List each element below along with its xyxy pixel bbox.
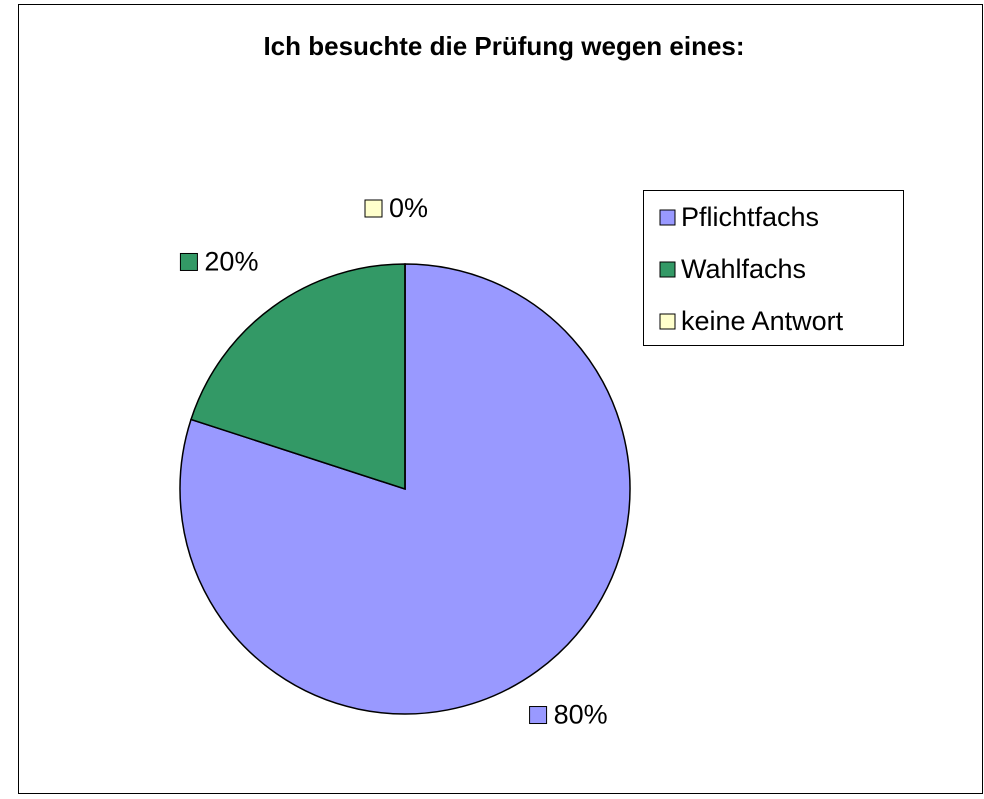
legend-key — [659, 261, 676, 278]
legend-label: Wahlfachs — [681, 254, 806, 284]
legend-key — [659, 209, 676, 226]
legend-box — [643, 190, 904, 346]
label-key — [179, 252, 198, 271]
legend-key — [659, 313, 676, 330]
label-key — [529, 706, 548, 725]
data-label: 0% — [389, 193, 428, 223]
pie-slice — [190, 263, 406, 491]
legend-label: keine Antwort — [681, 306, 844, 336]
legend-label: Pflichtfachs — [681, 202, 819, 232]
chart-title: Ich besuchte die Prüfung wegen eines: — [263, 31, 744, 61]
label-key — [364, 199, 383, 218]
data-label: 80% — [554, 700, 608, 730]
data-label: 20% — [204, 247, 258, 277]
